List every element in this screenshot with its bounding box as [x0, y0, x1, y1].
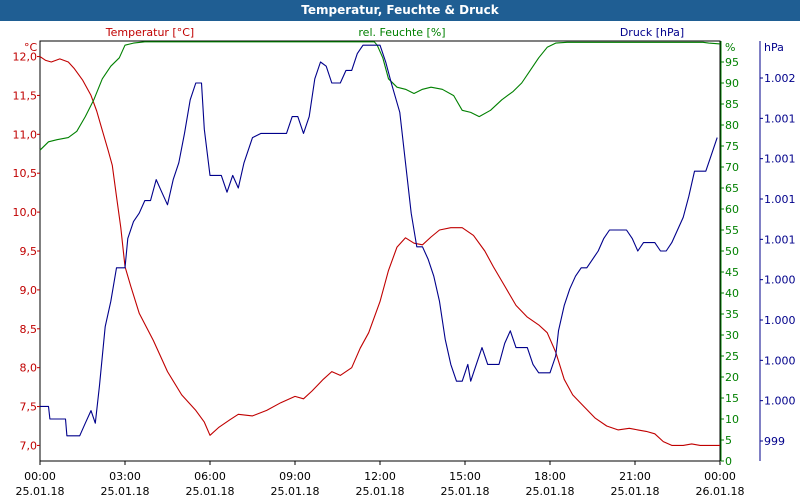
pressure-tick-label: 1.001: [764, 193, 796, 206]
humidity-tick-label: 50: [725, 245, 739, 258]
x-tick-time: 12:00: [364, 470, 396, 483]
x-tick-time: 21:00: [619, 470, 651, 483]
pressure-tick-label: 1.001: [764, 153, 796, 166]
humidity-tick-label: 0: [725, 455, 732, 468]
temp-unit: °C: [24, 41, 38, 54]
humidity-tick-label: 40: [725, 287, 739, 300]
humidity-tick-label: 75: [725, 140, 739, 153]
temp-tick-label: 8,5: [20, 323, 38, 336]
x-tick-time: 00:00: [24, 470, 56, 483]
x-tick-date: 25.01.18: [611, 485, 660, 498]
humidity-tick-label: 70: [725, 161, 739, 174]
x-tick-date: 25.01.18: [186, 485, 235, 498]
pressure-tick-label: 1.000: [764, 274, 796, 287]
temp-tick-label: 9,5: [20, 245, 38, 258]
humidity-tick-label: 20: [725, 371, 739, 384]
humidity-tick-label: 95: [725, 56, 739, 69]
humidity-tick-label: 5: [725, 434, 732, 447]
temp-tick-label: 10,0: [13, 206, 38, 219]
humidity-tick-label: 90: [725, 77, 739, 90]
data-series: [39, 41, 721, 446]
pressure-tick-label: 1.000: [764, 354, 796, 367]
axis-labels: 00:00 25.01.18 03:00 25.01.18 06:00 25.01.18 0…: [13, 26, 796, 498]
temp-tick-label: 11,0: [13, 128, 38, 141]
humidity-tick-label: 30: [725, 329, 739, 342]
x-tick-time: 03:00: [109, 470, 141, 483]
humidity-tick-label: 35: [725, 308, 739, 321]
x-tick-date: 25.01.18: [356, 485, 405, 498]
pressure-tick-label: 1.000: [764, 395, 796, 408]
chart-svg: 00:00 25.01.18 03:00 25.01.18 06:00 25.01.18 0…: [13, 26, 796, 498]
humidity-line: [39, 41, 721, 151]
temp-tick-label: 8,0: [20, 362, 38, 375]
plot-area: [39, 40, 721, 462]
axes: [37, 40, 763, 465]
x-tick-date: 25.01.18: [16, 485, 65, 498]
x-tick-time: 00:00: [704, 470, 736, 483]
humidity-tick-label: 45: [725, 266, 739, 279]
humidity-tick-label: 55: [725, 224, 739, 237]
x-tick-date: 25.01.18: [441, 485, 490, 498]
temperature-line: [39, 56, 720, 446]
x-tick-time: 09:00: [279, 470, 311, 483]
humidity-tick-label: 60: [725, 203, 739, 216]
humidity-tick-label: 65: [725, 182, 739, 195]
x-tick-time: 06:00: [194, 470, 226, 483]
x-tick-date: 25.01.18: [101, 485, 150, 498]
pressure-tick-label: 1.002: [764, 72, 796, 85]
temp-tick-label: 12,0: [13, 51, 38, 64]
humidity-tick-label: 85: [725, 98, 739, 111]
temp-tick-label: 7,5: [20, 401, 38, 414]
humidity-tick-label: 10: [725, 413, 739, 426]
humidity-tick-label: 80: [725, 119, 739, 132]
pressure-tick-label: 1.001: [764, 233, 796, 246]
x-tick-date: 26.01.18: [696, 485, 745, 498]
x-tick-time: 15:00: [449, 470, 481, 483]
pressure-unit: hPa: [764, 41, 784, 54]
x-tick-date: 25.01.18: [271, 485, 320, 498]
temp-tick-label: 10,5: [13, 167, 38, 180]
temp-tick-label: 7,0: [20, 439, 38, 452]
humidity-tick-label: 15: [725, 392, 739, 405]
pressure-tick-label: 999: [764, 435, 785, 448]
humidity-tick-label: 25: [725, 350, 739, 363]
pressure-tick-label: 1.000: [764, 314, 796, 327]
x-tick-date: 25.01.18: [526, 485, 575, 498]
humidity-unit: %: [725, 41, 735, 54]
temp-axis-label: Temperatur [°C]: [105, 26, 194, 39]
pressure-line: [40, 44, 718, 437]
chart-title: Temperatur, Feuchte & Druck: [0, 0, 800, 21]
temp-tick-label: 9,0: [20, 284, 38, 297]
pressure-tick-label: 1.001: [764, 112, 796, 125]
x-tick-time: 18:00: [534, 470, 566, 483]
humidity-axis-label: rel. Feuchte [%]: [358, 26, 445, 39]
temp-tick-label: 11,5: [13, 89, 38, 102]
pressure-axis-label: Druck [hPa]: [620, 26, 684, 39]
